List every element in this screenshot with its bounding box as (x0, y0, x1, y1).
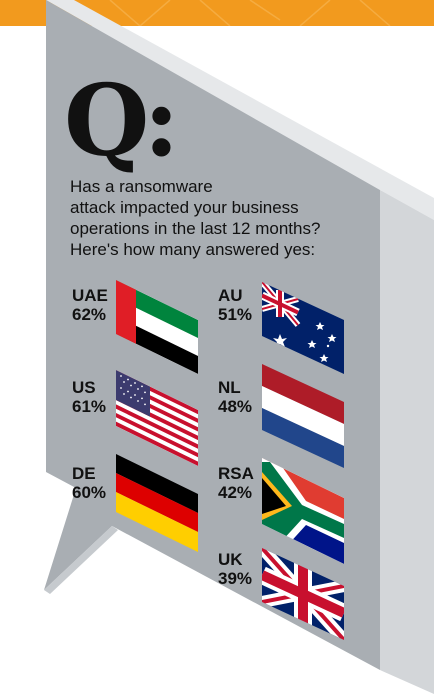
country-percent: 39% (218, 569, 253, 588)
country-percent: 61% (72, 397, 107, 416)
country-label-uk: UK 39% (218, 550, 252, 588)
australia-flag (262, 282, 344, 374)
country-label-uae: UAE 62% (72, 286, 108, 324)
country-percent: 62% (72, 305, 107, 324)
country-code: DE (72, 464, 96, 483)
netherlands-flag (262, 364, 344, 468)
country-percent: 51% (218, 305, 253, 324)
country-code: AU (218, 286, 243, 305)
country-label-rsa: RSA 42% (218, 464, 254, 502)
country-code: US (72, 378, 96, 397)
country-label-nl: NL 48% (218, 378, 252, 416)
country-label-au: AU 51% (218, 286, 252, 324)
country-code: RSA (218, 464, 254, 483)
country-label-de: DE 60% (72, 464, 106, 502)
country-code: UK (218, 550, 243, 569)
bubble-top-face (46, 0, 434, 220)
question-line: attack impacted your business (70, 198, 299, 217)
uk-flag (262, 548, 344, 640)
question-line: Has a ransomware (70, 177, 213, 196)
uae-flag (116, 280, 198, 374)
country-percent: 60% (72, 483, 107, 502)
south-africa-flag (262, 458, 344, 564)
country-code: UAE (72, 286, 108, 305)
survey-question: Has a ransomware attack impacted your bu… (70, 176, 360, 260)
question-line: Here's how many answered yes: (70, 240, 316, 259)
germany-flag (116, 454, 198, 552)
country-percent: 48% (218, 397, 253, 416)
country-label-us: US 61% (72, 378, 106, 416)
usa-flag (116, 370, 198, 466)
country-percent: 42% (218, 483, 253, 502)
question-mark-heading: Q: (64, 64, 180, 179)
bubble-side-face (380, 190, 434, 694)
country-code: NL (218, 378, 241, 397)
question-line: operations in the last 12 months? (70, 219, 321, 238)
bubble-tail-side (44, 526, 118, 594)
